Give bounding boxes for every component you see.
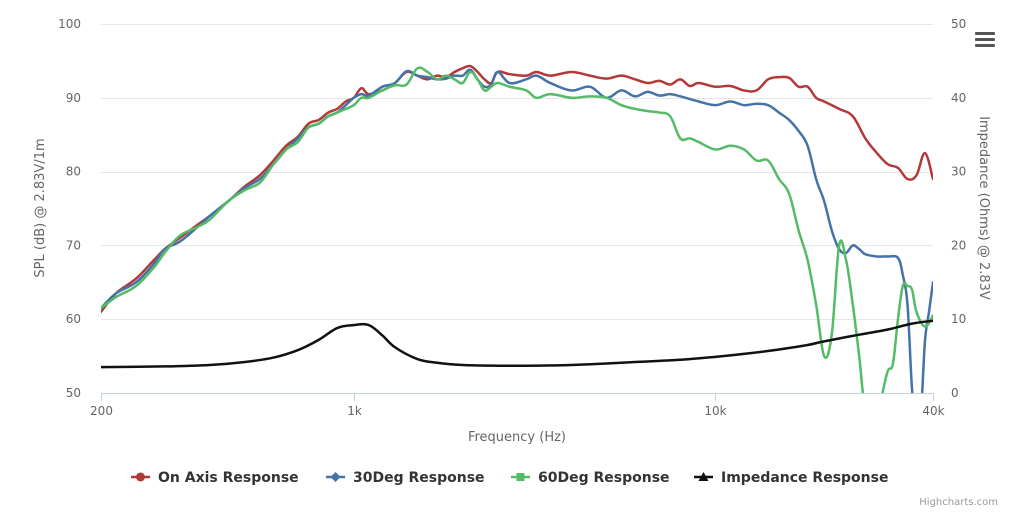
legend-item[interactable]: Impedance Response [694, 470, 888, 486]
hamburger-menu-icon[interactable] [971, 28, 999, 50]
diamond-marker-icon [330, 472, 341, 482]
series-line-30deg-response [101, 68, 933, 393]
axes [101, 393, 934, 401]
y-right-tick-label: 30 [951, 165, 966, 179]
y-right-tick-label: 50 [951, 17, 966, 31]
grid-lines [101, 24, 933, 394]
y-axis-right-title: Impedance (Ohms) @ 2.83V [976, 116, 991, 300]
series-line-on-axis-response [101, 64, 933, 314]
x-tick-label: 10k [704, 404, 726, 418]
y-left-tick-label: 80 [66, 165, 81, 179]
legend-label: On Axis Response [158, 470, 299, 486]
y-left-tick-label: 60 [66, 312, 81, 326]
legend-item[interactable]: 60Deg Response [511, 470, 670, 486]
circle-marker-icon [136, 472, 145, 482]
y-left-tick-label: 100 [58, 17, 81, 31]
square-marker-icon [516, 473, 525, 481]
triangle-marker-icon [698, 472, 709, 481]
y-left-tick-label: 90 [66, 91, 81, 105]
series-lines [101, 64, 933, 393]
series-line-impedance-response [101, 319, 933, 369]
x-tick-label: 200 [90, 404, 113, 418]
x-tick-label: 40k [922, 404, 944, 418]
legend-item[interactable]: On Axis Response [131, 470, 299, 486]
x-axis-title: Frequency (Hz) [468, 430, 566, 445]
tick-labels: 200 1k 10k 40k 50 60 70 80 90 100 0 10 20 30 40 50 [58, 17, 966, 418]
x-tick-label: 1k [347, 404, 362, 418]
y-left-tick-label: 50 [66, 386, 81, 400]
legend-label: 60Deg Response [538, 470, 670, 486]
y-axis-left-title: SPL (dB) @ 2.83V/1m [33, 138, 48, 277]
legend-label: Impedance Response [721, 470, 888, 486]
legend: On Axis Response 30Deg Response 60Deg Resp… [131, 470, 888, 486]
y-right-tick-label: 20 [951, 238, 966, 252]
y-right-tick-label: 40 [951, 91, 966, 105]
y-right-tick-label: 10 [951, 312, 966, 326]
credits-link[interactable]: Highcharts.com [919, 497, 998, 508]
legend-item[interactable]: 30Deg Response [326, 470, 485, 486]
y-right-tick-label: 0 [951, 386, 959, 400]
y-left-tick-label: 70 [66, 238, 81, 252]
series-line-60deg-response [101, 66, 933, 393]
legend-label: 30Deg Response [353, 470, 485, 486]
